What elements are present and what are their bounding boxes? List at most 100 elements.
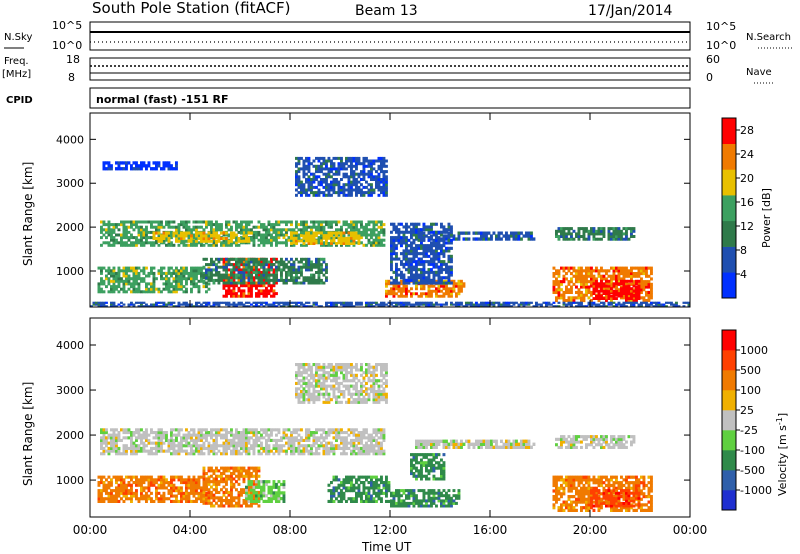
- data-cell: [260, 271, 263, 274]
- data-cell: [100, 228, 103, 232]
- data-cell: [192, 452, 196, 456]
- data-cell: [600, 301, 603, 304]
- data-cell: [295, 233, 298, 237]
- data-cell: [372, 223, 376, 227]
- data-cell: [155, 228, 158, 232]
- data-cell: [292, 428, 296, 432]
- data-cell: [107, 243, 111, 247]
- data-cell: [215, 441, 218, 445]
- data-cell: [245, 294, 248, 298]
- data-cell: [272, 284, 276, 288]
- data-cell: [567, 445, 571, 449]
- data-cell: [312, 225, 316, 229]
- data-cell: [335, 433, 338, 437]
- data-cell: [267, 241, 271, 245]
- data-cell: [352, 239, 356, 243]
- data-cell: [295, 220, 298, 224]
- data-cell: [122, 161, 126, 165]
- data-cell: [317, 265, 321, 269]
- data-cell: [415, 236, 418, 240]
- data-cell: [142, 266, 146, 270]
- data-cell: [450, 228, 453, 232]
- data-cell: [300, 220, 303, 224]
- data-cell: [235, 428, 238, 432]
- data-cell: [572, 229, 576, 233]
- data-cell: [122, 233, 126, 237]
- data-cell: [195, 303, 198, 306]
- data-cell: [320, 271, 323, 274]
- data-cell: [385, 284, 388, 288]
- data-cell: [210, 436, 213, 440]
- data-cell: [675, 301, 678, 304]
- data-cell: [122, 452, 126, 456]
- data-cell: [397, 236, 401, 240]
- data-cell: [192, 428, 196, 432]
- data-cell: [470, 301, 473, 304]
- data-cell: [145, 433, 148, 437]
- data-cell: [337, 180, 341, 184]
- data-cell: [635, 279, 638, 283]
- data-cell: [207, 441, 211, 445]
- data-cell: [390, 287, 393, 291]
- data-cell: [325, 230, 328, 234]
- data-cell: [322, 449, 326, 453]
- data-cell: [572, 443, 576, 447]
- data-cell: [270, 225, 273, 229]
- data-cell: [242, 271, 246, 274]
- data-cell: [617, 282, 621, 286]
- data-cell: [430, 294, 433, 298]
- nsearch-tick-top: 10^5: [706, 20, 736, 33]
- data-cell: [425, 254, 428, 258]
- data-cell: [575, 232, 578, 236]
- data-cell: [415, 252, 418, 256]
- data-cell: [570, 440, 573, 444]
- data-cell: [165, 271, 168, 275]
- data-cell: [330, 170, 333, 174]
- data-cell: [315, 175, 318, 179]
- data-cell: [560, 280, 563, 284]
- data-cell: [570, 296, 573, 300]
- data-cell: [305, 234, 308, 238]
- data-cell: [250, 260, 253, 264]
- data-cell: [625, 299, 628, 303]
- data-cell: [245, 452, 248, 456]
- data-cell: [362, 446, 366, 450]
- data-cell: [510, 231, 513, 235]
- data-cell: [127, 236, 131, 240]
- data-cell: [445, 284, 448, 288]
- data-cell: [222, 444, 226, 448]
- data-cell: [370, 433, 373, 437]
- data-cell: [412, 249, 416, 253]
- data-cell: [585, 227, 588, 231]
- data-cell: [565, 237, 568, 241]
- data-cell: [572, 282, 576, 286]
- data-cell: [110, 274, 113, 278]
- data-cell: [237, 278, 241, 282]
- data-cell: [347, 433, 351, 437]
- data-cell: [192, 449, 196, 453]
- data-cell: [602, 232, 606, 236]
- data-cell: [630, 232, 633, 236]
- data-cell: [240, 257, 243, 261]
- data-cell: [360, 446, 363, 450]
- data-cell: [275, 441, 278, 445]
- data-cell: [402, 281, 406, 285]
- data-cell: [625, 274, 628, 278]
- data-cell: [317, 257, 321, 261]
- data-cell: [265, 276, 268, 280]
- data-cell: [147, 271, 151, 275]
- data-cell: [237, 239, 241, 243]
- data-cell: [382, 305, 386, 308]
- data-cell: [457, 282, 461, 286]
- data-cell: [592, 269, 596, 273]
- data-cell: [390, 292, 393, 296]
- data-cell: [227, 301, 231, 304]
- data-cell: [337, 167, 341, 171]
- data-cell: [267, 428, 271, 432]
- data-cell: [385, 180, 388, 184]
- data-cell: [607, 297, 611, 300]
- data-cell: [337, 239, 341, 243]
- data-cell: [645, 305, 648, 308]
- data-cell: [152, 436, 156, 440]
- data-cell: [300, 185, 303, 189]
